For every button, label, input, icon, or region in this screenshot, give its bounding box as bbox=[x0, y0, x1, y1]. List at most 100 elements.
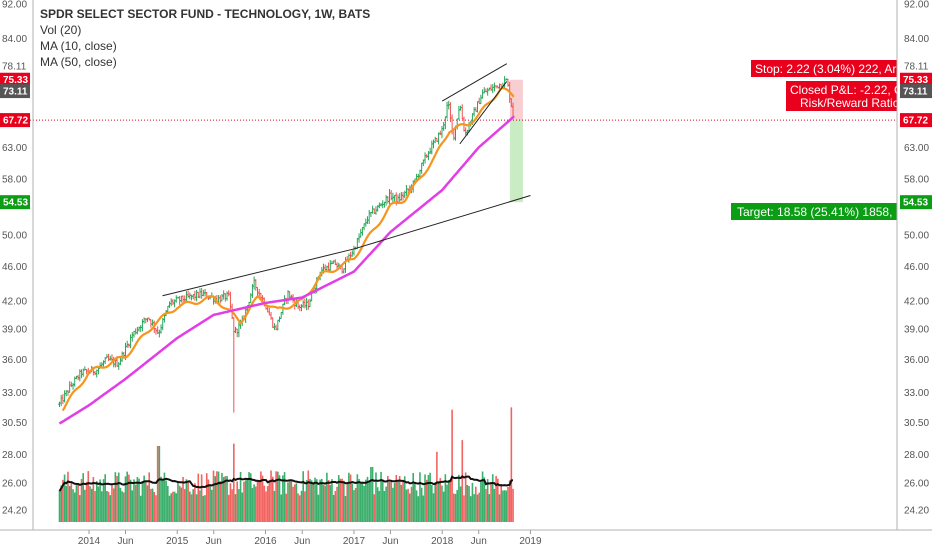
legend-volume[interactable]: Vol (20) bbox=[40, 23, 82, 37]
volume-bar bbox=[353, 490, 355, 522]
price-badge-label: 54.53 bbox=[903, 198, 928, 209]
volume-bar bbox=[204, 495, 206, 522]
volume-bar bbox=[493, 488, 496, 522]
volume-bar bbox=[363, 485, 365, 522]
time-tick-label: Jun bbox=[206, 536, 222, 547]
risk-reward-text: Risk/Reward Ratio: bbox=[800, 96, 903, 110]
volume-bar bbox=[393, 482, 396, 522]
volume-bar bbox=[65, 485, 68, 522]
price-tick-label: 33.00 bbox=[2, 388, 27, 399]
volume-bar bbox=[119, 487, 122, 522]
volume-bar bbox=[221, 472, 223, 522]
target-annotation-text: Target: 18.58 (25.41%) 1858, bbox=[737, 205, 892, 219]
price-badge-label: 67.72 bbox=[3, 116, 28, 127]
volume-bar bbox=[348, 472, 350, 522]
volume-bar bbox=[277, 471, 279, 522]
price-badge-label: 73.11 bbox=[903, 87, 928, 98]
volume-bar bbox=[288, 479, 291, 522]
volume-bar bbox=[481, 471, 484, 522]
ma10-line bbox=[61, 87, 515, 412]
volume-bar bbox=[214, 476, 216, 522]
volume-bar bbox=[359, 482, 362, 522]
volume-bar bbox=[153, 492, 156, 522]
volume-bar bbox=[161, 479, 164, 522]
volume-bar bbox=[366, 476, 369, 522]
volume-bar bbox=[344, 496, 347, 522]
volume-bar bbox=[370, 467, 372, 522]
volume-bar bbox=[278, 475, 281, 522]
trendlines bbox=[162, 63, 531, 297]
volume-bar bbox=[510, 407, 513, 522]
volume-bar bbox=[349, 474, 352, 522]
volume-bar bbox=[395, 475, 398, 522]
volume-bar bbox=[376, 487, 379, 522]
volume-bar bbox=[80, 479, 83, 522]
volume-bar bbox=[261, 475, 264, 522]
volume-bar bbox=[268, 479, 271, 522]
legend-ma10[interactable]: MA (10, close) bbox=[40, 39, 117, 53]
price-tick-label: 30.50 bbox=[2, 418, 27, 429]
volume-bar bbox=[234, 494, 237, 522]
target-zone bbox=[509, 120, 523, 203]
price-tick-label: 63.00 bbox=[904, 143, 929, 154]
volume-bar bbox=[116, 475, 118, 522]
volume-bar bbox=[305, 480, 308, 522]
time-tick-label: Jun bbox=[382, 536, 398, 547]
volume-bar bbox=[109, 495, 112, 522]
volume-bar bbox=[354, 488, 357, 522]
volume-bar bbox=[62, 479, 64, 522]
volume-bar bbox=[358, 479, 360, 522]
volume-bar bbox=[390, 481, 392, 522]
volume-bar bbox=[397, 480, 399, 522]
volume-bar bbox=[195, 494, 198, 522]
volume-bar bbox=[129, 479, 132, 522]
volume-bar bbox=[336, 486, 338, 522]
volume-bar bbox=[459, 486, 462, 522]
volume-bar bbox=[282, 475, 284, 522]
volume-bar bbox=[126, 471, 128, 522]
volume-bar bbox=[246, 477, 249, 522]
volume-bar bbox=[200, 474, 203, 522]
volume-bar bbox=[392, 487, 394, 522]
volume-bar bbox=[461, 440, 464, 522]
volume-bar bbox=[180, 487, 183, 522]
volume-bar bbox=[217, 471, 220, 522]
price-tick-label: 46.00 bbox=[2, 262, 27, 273]
volume-bar bbox=[409, 493, 411, 522]
volume-bar bbox=[131, 490, 134, 522]
volume-bar bbox=[441, 485, 443, 522]
price-badge-label: 73.11 bbox=[3, 87, 28, 98]
time-axis: 2014 Jun 2015 Jun 2016 Jun 2017 Jun 2018 Jun 2019 bbox=[78, 530, 542, 547]
volume-bar bbox=[194, 483, 196, 522]
volume-bar bbox=[249, 473, 252, 522]
volume-bar bbox=[420, 487, 423, 522]
volume-bar bbox=[304, 491, 306, 522]
volume-bar bbox=[502, 490, 504, 522]
volume-bar bbox=[302, 471, 304, 522]
volume-bar bbox=[447, 480, 450, 522]
trendline bbox=[459, 81, 508, 145]
volume-bar bbox=[72, 489, 74, 522]
volume-bar bbox=[124, 476, 127, 522]
price-tick-label: 39.00 bbox=[2, 325, 27, 336]
legend-ma50[interactable]: MA (50, close) bbox=[40, 55, 117, 69]
target-annotation-box bbox=[731, 203, 897, 220]
volume-bar bbox=[475, 486, 477, 522]
volume-bar bbox=[77, 484, 79, 522]
moving-averages bbox=[58, 87, 515, 425]
volume-bar bbox=[432, 493, 435, 522]
volume-bar bbox=[231, 489, 233, 522]
volume-bar bbox=[469, 496, 472, 522]
volume-bar bbox=[192, 489, 194, 522]
volume-bar bbox=[508, 480, 511, 522]
volume-bar bbox=[463, 495, 465, 522]
stop-annotation-text: Stop: 2.22 (3.04%) 222, Ar bbox=[755, 62, 896, 76]
price-tick-label: 24.20 bbox=[904, 506, 929, 517]
volume-bar bbox=[368, 481, 370, 522]
price-tick-label: 39.00 bbox=[904, 325, 929, 336]
volume-bar bbox=[497, 478, 499, 522]
volume-bar bbox=[111, 484, 113, 522]
volume-bar bbox=[224, 476, 227, 522]
ma50-line bbox=[58, 115, 515, 425]
